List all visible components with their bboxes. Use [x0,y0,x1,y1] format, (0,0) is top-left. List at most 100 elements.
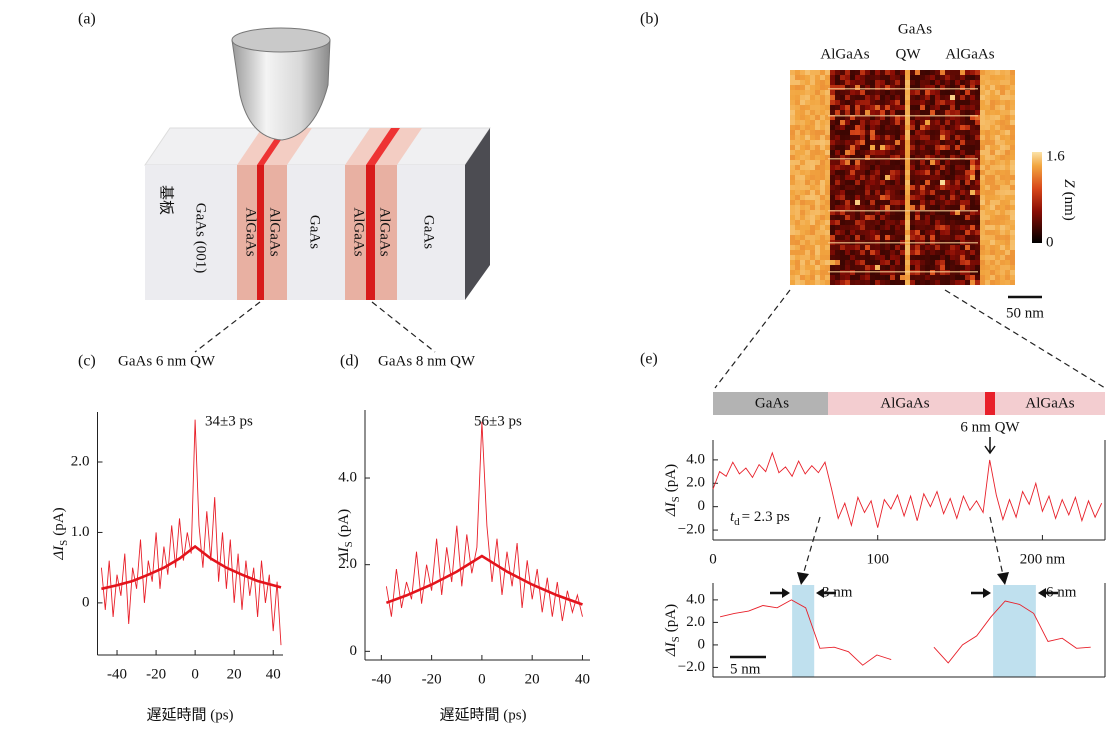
stm-pixel [945,255,950,260]
stm-pixel [795,255,800,260]
stm-pixel [895,215,900,220]
stm-pixel [965,265,970,270]
stm-pixel [805,170,810,175]
stm-pixel [915,185,920,190]
stm-pixel [945,200,950,205]
stm-pixel [865,135,870,140]
stm-pixel [805,250,810,255]
stm-pixel [860,210,865,215]
stm-pixel [890,260,895,265]
stm-pixel [860,110,865,115]
stm-pixel [850,175,855,180]
fit-curve [101,544,282,591]
stm-pixel [800,85,805,90]
stm-pixel [905,245,910,250]
stm-pixel [855,170,860,175]
stm-pixel [880,230,885,235]
stm-pixel [970,190,975,195]
stm-pixel [990,270,995,275]
stm-pixel [840,235,845,240]
stm-pixel [990,140,995,145]
stm-pixel [945,105,950,110]
stm-pixel [930,130,935,135]
stm-pixel [880,235,885,240]
stm-pixel [1005,260,1010,265]
stm-pixel [945,75,950,80]
stm-pixel [955,80,960,85]
stm-pixel [930,135,935,140]
stm-pixel [955,160,960,165]
y-label-main: ΔI [663,501,679,517]
stm-pixel [925,105,930,110]
stm-pixel [820,235,825,240]
stm-pixel [980,125,985,130]
y-label-unit: (pA) [663,604,679,632]
stm-pixel [985,270,990,275]
stm-pixel [950,70,955,75]
stm-pixel [855,85,860,90]
stm-pixel [815,250,820,255]
stm-pixel [805,165,810,170]
stm-pixel [890,205,895,210]
stm-pixel [800,270,805,275]
stm-pixel [890,210,895,215]
stm-pixel [845,160,850,165]
stm-pixel [815,195,820,200]
stm-pixel [840,255,845,260]
stm-pixel [840,80,845,85]
stm-pixel [915,145,920,150]
stm-pixel [915,100,920,105]
fit-curve [385,554,583,606]
stm-pixel [790,190,795,195]
stm-pixel [820,205,825,210]
stm-pixel [915,155,920,160]
stm-pixel [935,260,940,265]
stm-pixel [810,220,815,225]
stm-pixel [825,275,830,280]
slab-front [145,165,465,300]
stm-pixel [845,200,850,205]
stm-pixel [1005,255,1010,260]
stm-pixel [820,110,825,115]
stm-pixel [990,240,995,245]
annotation: 56±3 ps [474,413,522,429]
stm-pixel [990,205,995,210]
stm-pixel [855,175,860,180]
stm-pixel [970,225,975,230]
stm-pixel [855,275,860,280]
stm-pixel [830,170,835,175]
stm-pixel [835,265,840,270]
stm-pixel [960,145,965,150]
stm-pixel [985,210,990,215]
stm-pixel [1010,275,1015,280]
stm-pixel [880,275,885,280]
stm-pixel [970,280,975,285]
stm-pixel [975,220,980,225]
stm-pixel [850,170,855,175]
stm-pixel [1005,200,1010,205]
layer-label: AlGaAs [267,207,283,256]
stm-pixel [850,265,855,270]
stm-pixel [875,140,880,145]
stm-pixel [805,135,810,140]
stm-pixel [1000,250,1005,255]
stm-pixel [845,70,850,75]
y-axis-label: ΔIS(pA) [51,507,69,560]
panel-label: (a) [78,11,96,28]
stm-pixel [850,255,855,260]
stm-streak [828,115,978,117]
stm-pixel [1005,180,1010,185]
stm-pixel [995,120,1000,125]
stm-pixel [960,155,965,160]
stm-pixel [815,85,820,90]
stm-pixel [860,235,865,240]
stm-pixel [825,240,830,245]
stm-pixel [955,75,960,80]
colorbar-title: Z(nm) [1061,179,1077,221]
stm-pixel [1005,90,1010,95]
stm-pixel [970,130,975,135]
stm-pixel [1005,85,1010,90]
stm-pixel [960,245,965,250]
stm-pixel [830,190,835,195]
stm-pixel [900,160,905,165]
